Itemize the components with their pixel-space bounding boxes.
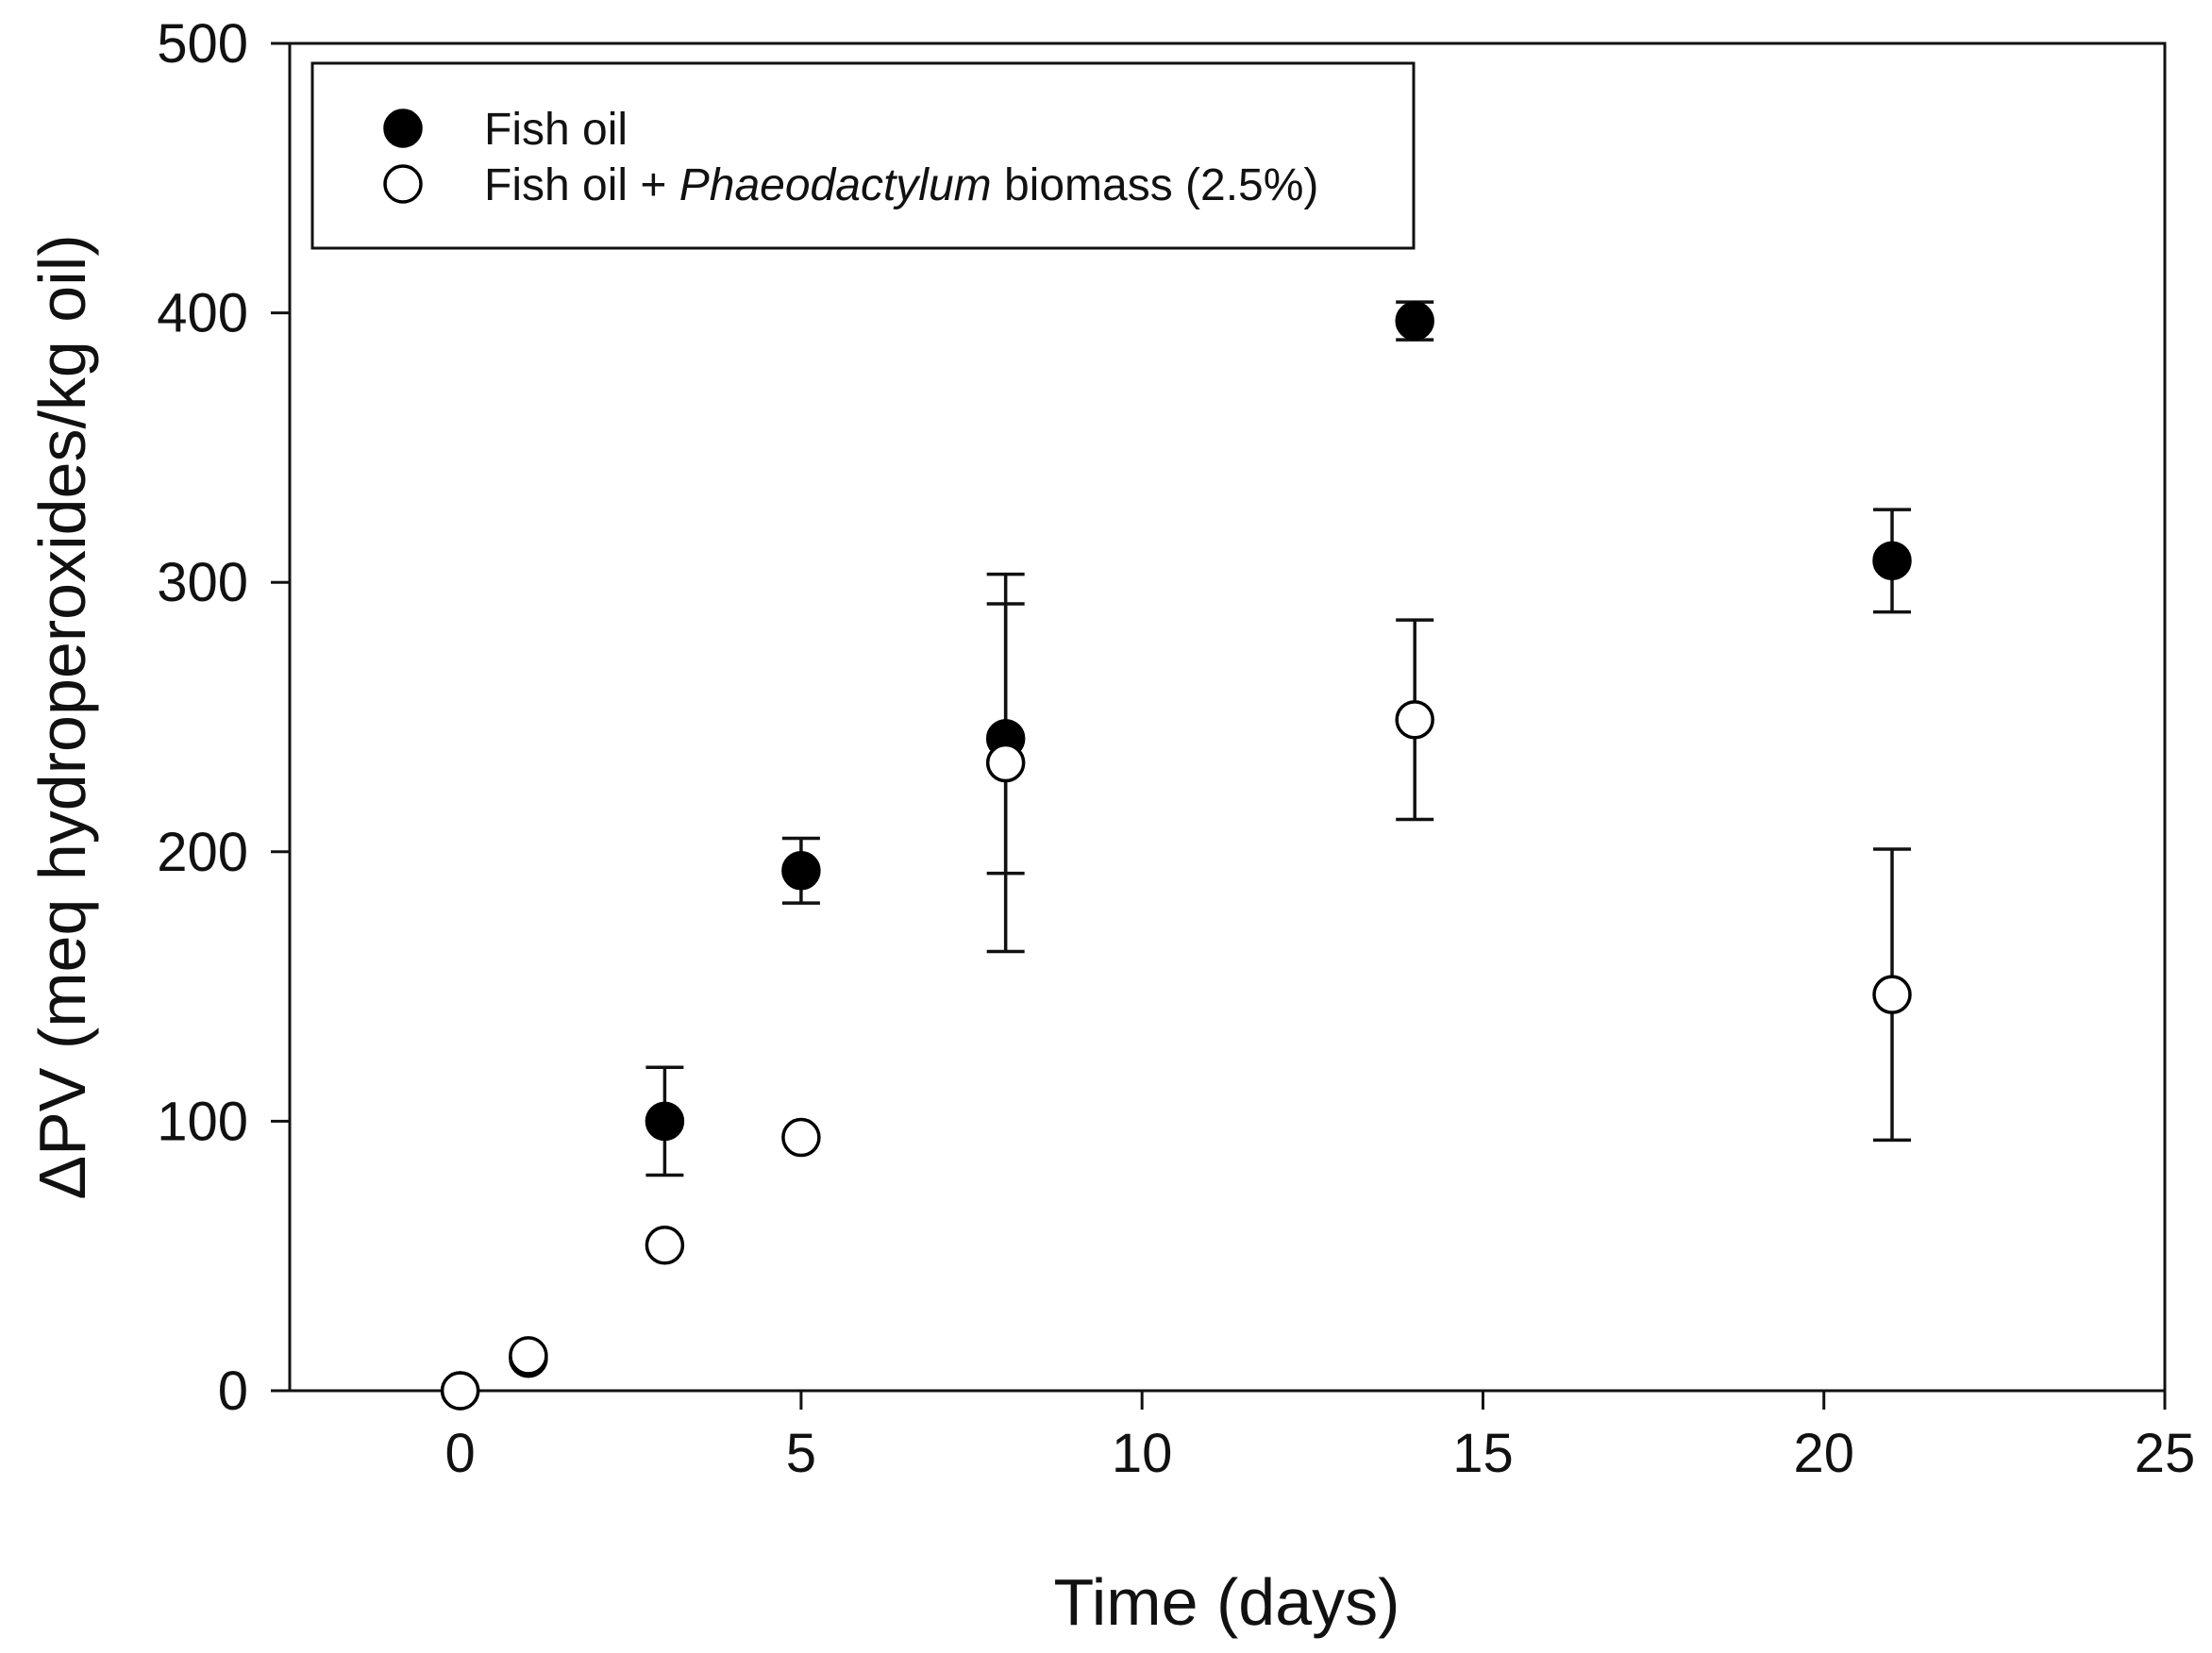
legend-label-fish-oil: Fish oil [484, 105, 628, 155]
legend-marker-fish-oil [383, 109, 423, 148]
legend-label-suffix: biomass (2.5%) [992, 160, 1319, 210]
point-fish-oil-5 [1395, 301, 1434, 341]
legend-label-fish-oil-phaeodactylum: Fish oil + Phaeodactylum biomass (2.5%) [484, 160, 1318, 210]
x-tick-label-0: 0 [445, 1423, 476, 1484]
point-fish-oil-6 [1872, 541, 1912, 581]
point-fish-oil-phaeodactylum-6 [1872, 975, 1912, 1014]
x-tick-label-5: 5 [786, 1423, 816, 1484]
y-tick-label-200: 200 [157, 822, 248, 883]
x-tick-label-20: 20 [1793, 1423, 1854, 1484]
y-tick-label-300: 300 [157, 552, 248, 613]
error-bars [645, 300, 1911, 1177]
point-fish-oil-3 [781, 851, 821, 891]
point-fish-oil-phaeodactylum-2 [645, 1226, 685, 1265]
point-fish-oil-phaeodactylum-1 [509, 1336, 548, 1376]
point-fish-oil-phaeodactylum-3 [781, 1117, 821, 1158]
legend-marker-fish-oil-phaeodactylum [383, 164, 423, 204]
data-points [440, 301, 1912, 1411]
point-fish-oil-phaeodactylum-5 [1395, 700, 1434, 740]
y-tick-label-100: 100 [157, 1091, 248, 1152]
x-tick-label-10: 10 [1112, 1423, 1173, 1484]
x-tick-label-25: 25 [2135, 1423, 2196, 1484]
y-tick-label-0: 0 [218, 1361, 248, 1422]
legend-label-italic: Phaeodactylum [679, 160, 992, 210]
y-tick-label-400: 400 [157, 283, 248, 344]
point-fish-oil-2 [645, 1101, 685, 1142]
plot-frame [288, 42, 2167, 1393]
point-fish-oil-phaeodactylum-0 [440, 1371, 480, 1411]
y-tick-label-500: 500 [157, 13, 248, 75]
legend-box [310, 61, 1416, 250]
point-fish-oil-phaeodactylum-4 [985, 743, 1026, 783]
y-axis-title: ΔPV (meq hydroperoxides/kg oil) [25, 234, 99, 1199]
legend: Fish oil Fish oil + Phaeodactylum biomas… [310, 61, 1416, 250]
axis-ticks: 0 5 10 15 20 25 0 100 200 300 400 500 [157, 13, 2195, 1484]
x-axis-title: Time (days) [1054, 1565, 1400, 1639]
x-tick-label-15: 15 [1452, 1423, 1514, 1484]
legend-label-prefix: Fish oil + [484, 160, 679, 210]
